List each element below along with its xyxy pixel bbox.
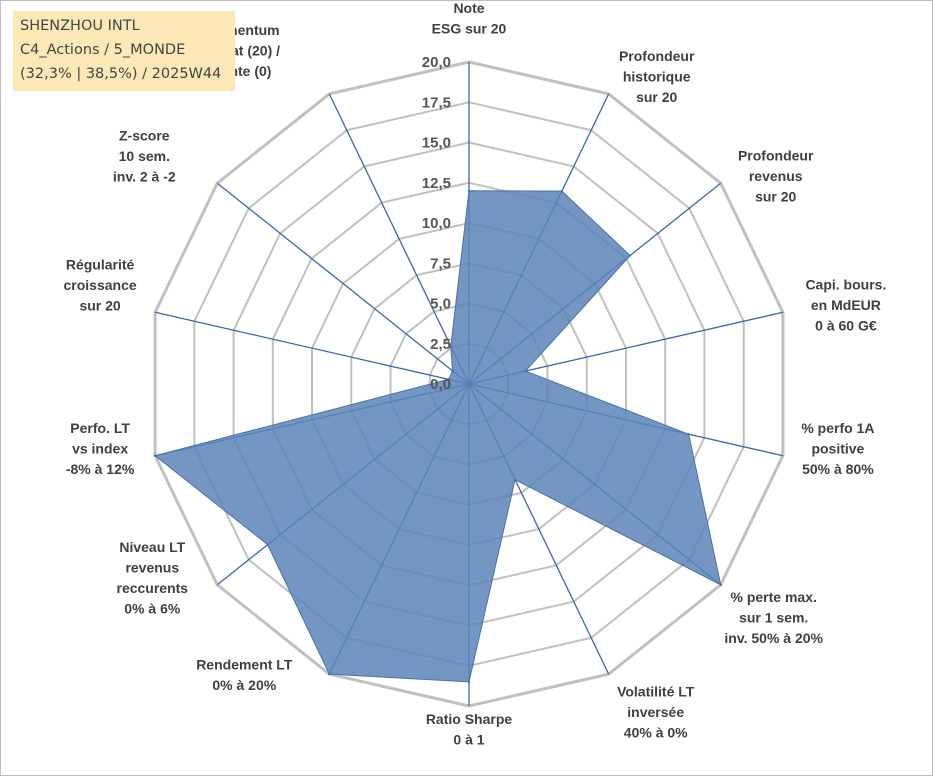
tick-label: 12,5 xyxy=(422,175,451,192)
data-point xyxy=(328,672,331,676)
data-point xyxy=(513,478,517,481)
data-point xyxy=(153,454,157,457)
tick-label: 2,5 xyxy=(430,336,451,353)
category-label: Note ESG sur 20 xyxy=(432,1,507,37)
category-label: Volatilité LT inversée 40% à 0% xyxy=(617,683,695,740)
category-label: Perfo. LT vs index -8% à 12% xyxy=(66,420,135,477)
tick-label: 5,0 xyxy=(430,296,451,313)
tick-label: 15,0 xyxy=(422,135,451,152)
category-label: Niveau LT revenus reccurents 0% à 6% xyxy=(117,539,189,617)
data-point xyxy=(560,189,564,193)
tick-layer: 0,0 2,5 5,0 7,5 10,0 12,5 15,0 17,5 20,0 xyxy=(422,54,451,393)
tick-label: 20,0 xyxy=(422,54,451,71)
category-label: Z-score 10 sem. inv. 2 à -2 xyxy=(113,128,176,185)
category-label: Profondeur revenus sur 20 xyxy=(738,148,814,205)
category-label: % perte max. sur 1 sem. inv. 50% à 20% xyxy=(724,589,823,646)
category-label: Rendement LT 0% à 20% xyxy=(196,657,293,694)
category-label: % perfo 1A positive 50% à 80% xyxy=(801,420,874,477)
data-point xyxy=(449,345,452,348)
category-label: Ratio Sharpe 0 à 1 xyxy=(426,711,513,748)
data-point xyxy=(266,543,269,546)
info-title: SHENZHOU INTL xyxy=(20,18,140,34)
series-layer xyxy=(153,189,722,684)
category-label: Régularité croissance sur 20 xyxy=(64,257,137,314)
data-point xyxy=(687,433,690,436)
data-point xyxy=(524,369,527,373)
axis-spoke xyxy=(216,182,470,385)
category-label-layer: Note ESG sur 20 Profondeur historique sur 20… xyxy=(64,1,887,748)
data-point xyxy=(447,378,450,381)
info-box: SHENZHOU INTL C4_Actions / 5_MONDE (32,3… xyxy=(13,11,235,91)
tick-label: 17,5 xyxy=(422,94,451,111)
tick-label: 7,5 xyxy=(430,255,451,272)
category-label: Capi. bours. en MdEUR 0 à 60 G€ xyxy=(805,277,886,334)
info-category: C4_Actions / 5_MONDE xyxy=(20,42,186,58)
data-point xyxy=(467,189,471,192)
info-stats: (32,3% | 38,5%) / 2025W44 xyxy=(20,66,222,82)
tick-label: 0,0 xyxy=(430,376,451,393)
data-point xyxy=(628,254,632,257)
tick-label: 10,0 xyxy=(422,215,451,232)
axis-spoke xyxy=(154,311,470,385)
category-label: Profondeur historique sur 20 xyxy=(619,48,695,105)
axis-spoke xyxy=(328,93,470,385)
data-point xyxy=(467,680,471,684)
data-point xyxy=(451,369,454,373)
data-point xyxy=(719,583,722,586)
